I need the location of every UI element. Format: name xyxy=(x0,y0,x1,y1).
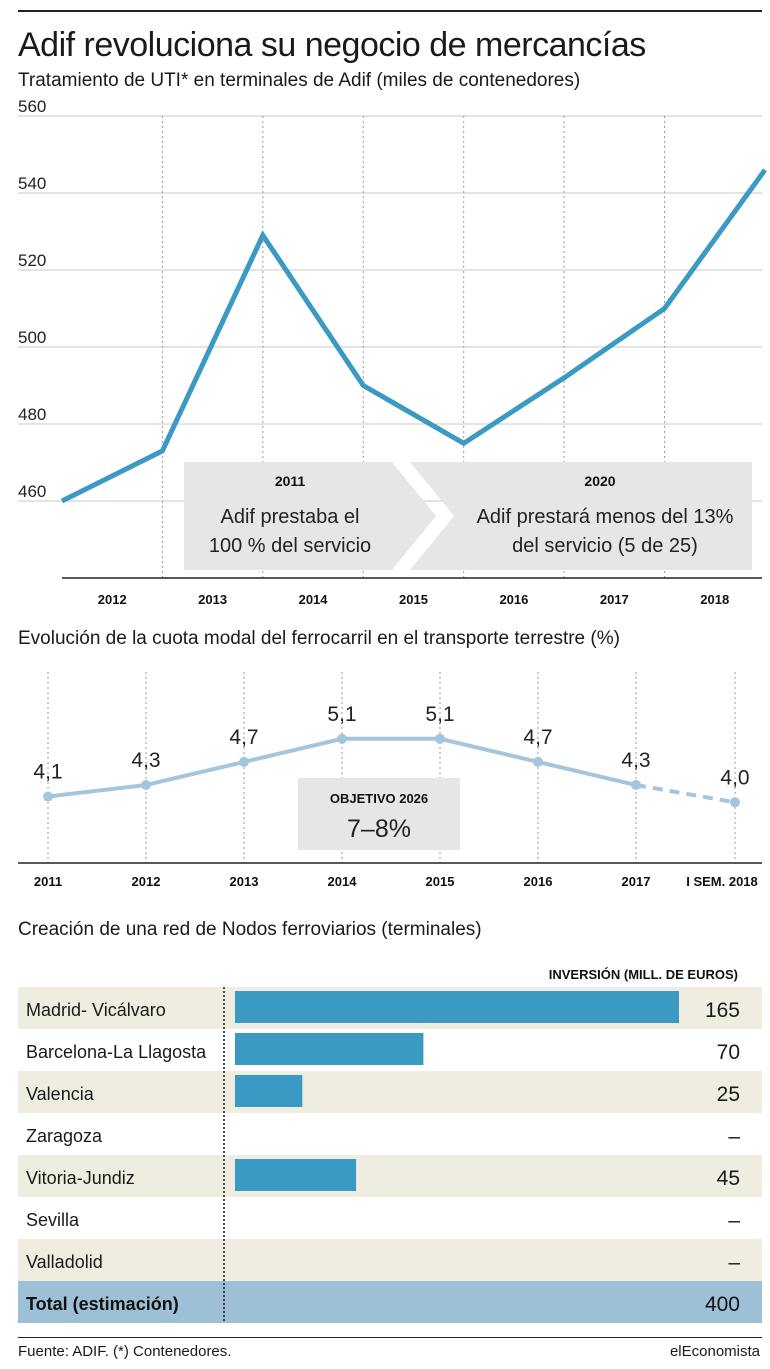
y-tick-label: 560 xyxy=(18,100,46,116)
annotation-group: 2011 Adif prestaba el 100 % del servicio 20… xyxy=(184,462,752,570)
share-point xyxy=(730,797,740,808)
uti-line-chart: 460 480 500 520 540 560 2012 2013 2014 2015 2016 20… xyxy=(18,100,768,607)
investment-bar xyxy=(235,1033,424,1065)
bottom-rule xyxy=(18,1337,762,1338)
y-tick-label: 540 xyxy=(18,174,46,193)
x-tick-label: 2013 xyxy=(230,874,259,889)
page-subtitle: Tratamiento de UTI* en terminales de Adi… xyxy=(18,70,581,91)
value-header: INVERSIÓN (MILL. DE EUROS) xyxy=(549,967,738,982)
top-rule xyxy=(18,10,762,12)
x-tick-label: 2014 xyxy=(328,874,358,889)
row-value: – xyxy=(728,1209,740,1232)
row-value: – xyxy=(728,1125,740,1148)
annotation-year: 2011 xyxy=(275,473,306,489)
annotation-text: Adif prestaba el xyxy=(221,506,360,528)
share-point xyxy=(435,733,445,744)
x-tick-label: 2014 xyxy=(299,592,329,607)
share-point xyxy=(337,733,347,744)
share-point xyxy=(239,756,249,767)
annotation-year: 2020 xyxy=(584,473,615,489)
page-title: Adif revoluciona su negocio de mercancía… xyxy=(18,26,646,64)
row-label: Valladolid xyxy=(26,1252,103,1272)
row-value: – xyxy=(728,1251,740,1274)
annotation-text: 100 % del servicio xyxy=(209,535,371,557)
total-row xyxy=(18,1281,762,1323)
target-value: 7–8% xyxy=(347,815,411,843)
x-tick-label: 2017 xyxy=(600,592,629,607)
uti-series-line xyxy=(60,168,768,504)
share-value-label: 4,1 xyxy=(33,761,62,784)
row-label: Barcelona-La Llagosta xyxy=(26,1042,207,1062)
share-value-label: 4,0 xyxy=(720,766,749,789)
row-label: Madrid- Vicálvaro xyxy=(26,1000,166,1020)
x-tick-label: 2015 xyxy=(399,592,428,607)
y-tick-label: 520 xyxy=(18,251,46,270)
row-label: Vitoria-Jundiz xyxy=(26,1168,135,1188)
x-tick-label: 2013 xyxy=(198,592,227,607)
x-tick-label: I SEM. 2018 xyxy=(686,874,758,889)
annotation-box-2020 xyxy=(410,462,752,570)
x-tick-label: 2012 xyxy=(98,592,127,607)
annotation-box-2011 xyxy=(184,462,436,570)
total-value: 400 xyxy=(705,1293,740,1316)
table-row-stripe xyxy=(18,1071,762,1113)
row-value: 70 xyxy=(717,1041,740,1064)
row-label: Zaragoza xyxy=(26,1126,103,1146)
row-value: 25 xyxy=(717,1083,740,1106)
modal-share-title: Evolución de la cuota modal del ferrocar… xyxy=(18,628,620,649)
total-label: Total (estimación) xyxy=(26,1294,179,1314)
row-value: 45 xyxy=(717,1167,740,1190)
share-point xyxy=(141,780,151,790)
share-value-label: 4,7 xyxy=(523,726,552,749)
nodes-bar-chart: INVERSIÓN (MILL. DE EUROS) Madrid- Vicálv… xyxy=(18,967,762,1323)
target-label: OBJETIVO 2026 xyxy=(330,791,428,806)
investment-bar xyxy=(235,1159,357,1191)
x-tick-label: 2012 xyxy=(132,874,161,889)
y-tick-label: 500 xyxy=(18,328,46,347)
brand-logo: elEconomista xyxy=(669,1343,760,1360)
share-point xyxy=(533,756,543,767)
nodes-title: Creación de una red de Nodos ferroviario… xyxy=(18,919,482,940)
row-value: 165 xyxy=(705,999,740,1022)
x-tick-label: 2017 xyxy=(622,874,651,889)
annotation-text: del servicio (5 de 25) xyxy=(512,535,698,557)
target-box xyxy=(298,778,460,850)
x-tick-label: 2011 xyxy=(34,874,62,889)
share-value-label: 5,1 xyxy=(327,703,356,726)
table-row-stripe xyxy=(18,1155,762,1197)
share-point xyxy=(631,780,641,790)
x-tick-label: 2018 xyxy=(700,592,729,607)
y-tick-label: 480 xyxy=(18,405,46,424)
share-point xyxy=(43,791,53,802)
source-note: Fuente: ADIF. (*) Contenedores. xyxy=(18,1343,232,1360)
row-label: Valencia xyxy=(26,1084,95,1104)
annotation-text: Adif prestará menos del 13% xyxy=(477,506,734,528)
share-value-label: 4,3 xyxy=(621,749,650,772)
x-tick-label: 2016 xyxy=(524,874,553,889)
share-value-label: 5,1 xyxy=(425,703,454,726)
row-label: Sevilla xyxy=(26,1210,80,1230)
share-value-label: 4,7 xyxy=(229,726,258,749)
modal-share-chart: OBJETIVO 2026 7–8% 4,1 4,3 4,7 5,1 5,1 4,7 4,3 4,… xyxy=(18,672,762,889)
share-value-label: 4,3 xyxy=(131,749,160,772)
x-tick-label: 2015 xyxy=(426,874,455,889)
table-row-stripe xyxy=(18,1239,762,1281)
investment-bar xyxy=(235,991,679,1023)
y-tick-label: 460 xyxy=(18,482,46,501)
investment-bar xyxy=(235,1075,303,1107)
x-tick-label: 2016 xyxy=(499,592,528,607)
